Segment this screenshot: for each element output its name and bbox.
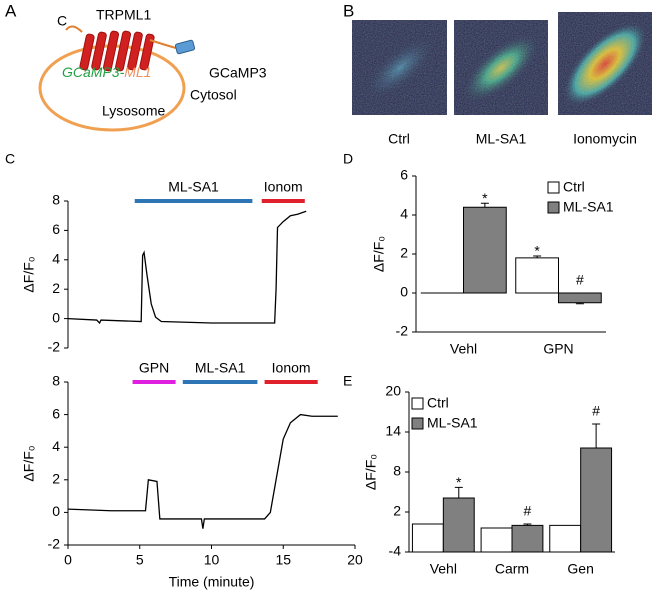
x-tick-label: GPN [543,341,573,357]
significance-marker: # [576,272,584,288]
bar [511,524,544,553]
legend-label: Ctrl [427,395,449,411]
error-bar [480,202,489,208]
y-tick-label: 8 [52,373,60,389]
bar [580,447,613,553]
significance-marker: * [482,190,488,206]
significance-marker: # [524,503,532,519]
bar [558,292,602,304]
y-tick-label: 14 [385,423,401,439]
y-tick-label: -2 [48,339,61,355]
legend-swatch [547,201,560,214]
legend-swatch [411,417,424,430]
lysosome-label: Lysosome [102,103,166,119]
significance-marker: # [592,403,600,419]
panel-letter: D [343,151,353,167]
fusion-right: ML1 [124,64,151,80]
significance-marker: * [456,474,462,490]
panel-letter: A [5,1,17,20]
treatment-label: ML-SA1 [168,179,219,195]
terminal-label: C [57,13,67,29]
x-axis-label: Time (minute) [169,574,255,590]
y-tick-label: 6 [52,405,60,421]
image-noise [352,12,652,115]
bar [515,257,559,294]
x-tick-label: Vehl [450,341,477,357]
y-tick-label: 2 [400,245,408,261]
bar [442,497,475,553]
x-tick-label: 0 [64,552,72,568]
x-tick-label: 20 [347,552,363,568]
y-axis-label: ΔF/F₀ [363,454,379,490]
y-tick-label: -2 [396,323,409,339]
treatment-label: Ionom [272,360,311,376]
error-bar [592,423,601,448]
probe-label: GCaMP3 [209,65,267,81]
bar [463,206,507,294]
y-tick-label: -4 [389,543,402,559]
legend-label: ML-SA1 [563,199,614,215]
trace [67,413,338,529]
y-tick-label: 0 [52,503,60,519]
legend-label: ML-SA1 [427,415,478,431]
error-bar [575,302,584,305]
x-tick-label: Carm [495,561,529,577]
y-axis-label: ΔF/F₀ [21,445,37,481]
fusion-left: GCaMP3- [62,64,125,80]
image-label: Ionomycin [573,131,637,147]
x-tick-label: 5 [136,552,144,568]
x-tick-label: 15 [275,552,291,568]
panel-letter: B [343,1,354,20]
y-tick-label: 6 [400,167,408,183]
gcamp-box [174,39,196,55]
channel-label: TRPML1 [96,7,151,23]
y-tick-label: 2 [52,471,60,487]
channel-helices [79,30,155,72]
y-tick-label: 2 [52,280,60,296]
y-tick-label: 6 [52,221,60,237]
error-bar [533,255,542,258]
y-tick-label: 8 [393,463,401,479]
panel-letter: E [343,373,352,389]
bar [480,527,513,553]
y-tick-label: 4 [52,251,60,267]
significance-marker: * [534,243,540,259]
y-tick-label: 2 [393,503,401,519]
y-tick-label: 8 [52,192,60,208]
treatment-label: GPN [139,360,169,376]
legend-swatch [411,397,424,410]
panel-b: B Ctrl ML-SA1 Ionomycin [343,1,652,147]
bar [411,523,444,553]
y-tick-label: 0 [400,284,408,300]
y-tick-label: 20 [385,383,401,399]
legend-swatch [547,181,560,194]
trace [67,210,307,325]
y-tick-label: -2 [48,536,61,552]
legend-label: Ctrl [563,179,585,195]
termini [65,25,177,49]
y-tick-label: 4 [52,438,60,454]
y-tick-label: 0 [52,309,60,325]
treatment-label: ML-SA1 [195,360,246,376]
cytosol-label: Cytosol [190,87,237,103]
treatment-label: Ionom [264,179,303,195]
x-tick-label: 10 [204,552,220,568]
panel-letter: C [5,151,15,167]
y-axis-label: ΔF/F₀ [21,256,37,292]
image-label: ML-SA1 [476,131,527,147]
y-tick-label: 4 [400,206,408,222]
error-bar [523,523,532,526]
x-tick-label: Gen [567,561,593,577]
y-axis-label: ΔF/F₀ [371,236,387,272]
panel-a: A C TRPML1 GCaMP3 GCaMP3-ML1 Cytosol Lys… [5,1,267,132]
fusion-label: GCaMP3-ML1 [62,64,151,80]
x-tick-label: Vehl [430,561,457,577]
bar [549,524,582,553]
error-bar [454,486,463,498]
image-label: Ctrl [388,131,410,147]
